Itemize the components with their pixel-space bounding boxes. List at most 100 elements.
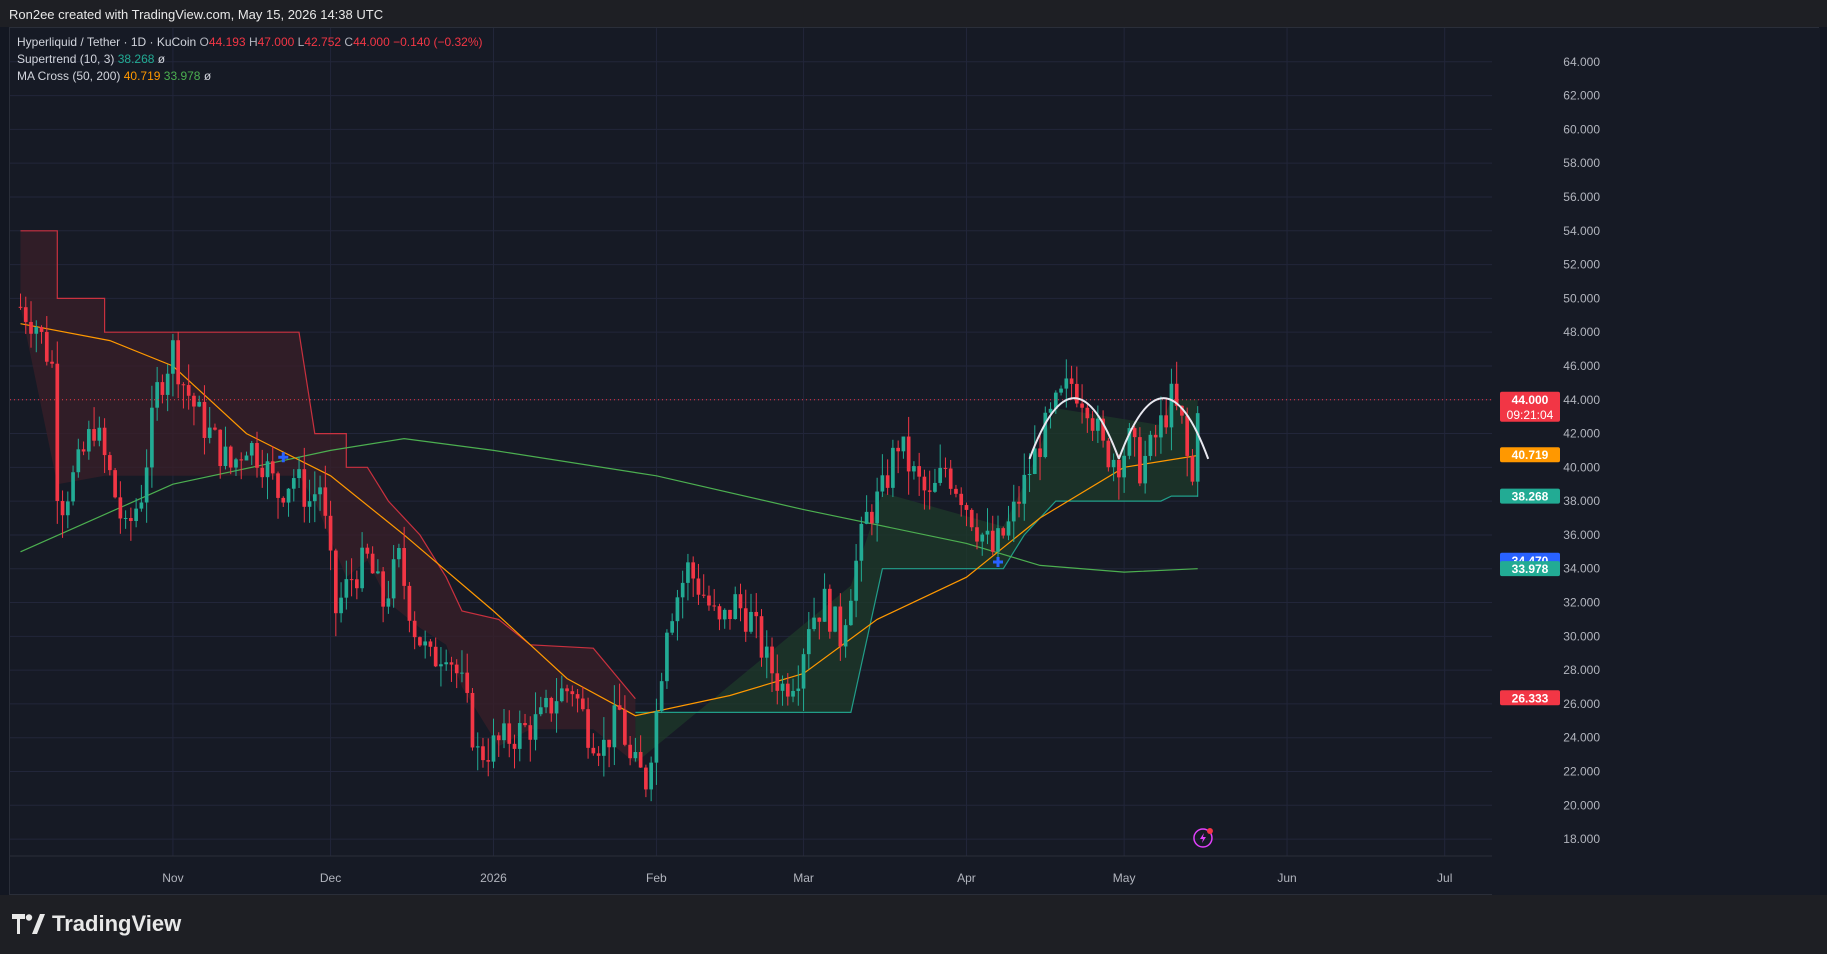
price-tick-label: 48.000 bbox=[1563, 325, 1600, 339]
price-tick-label: 28.000 bbox=[1563, 663, 1600, 677]
candle-body bbox=[1195, 413, 1200, 482]
price-tick-label: 56.000 bbox=[1563, 190, 1600, 204]
candle-body bbox=[843, 625, 848, 647]
price-tick-label: 42.000 bbox=[1563, 427, 1600, 441]
price-tick-label: 32.000 bbox=[1563, 596, 1600, 610]
candle-body bbox=[812, 617, 816, 630]
ohlc-row: Hyperliquid / Tether · 1D · KuCoin O44.1… bbox=[17, 35, 483, 49]
candle-body bbox=[328, 515, 333, 551]
candle-body bbox=[770, 646, 774, 674]
candle-body bbox=[990, 530, 995, 552]
time-tick-label: May bbox=[1113, 871, 1136, 885]
candle-body bbox=[281, 497, 286, 503]
candle-body bbox=[696, 578, 701, 595]
candle-body bbox=[722, 609, 727, 620]
candle-body bbox=[1132, 428, 1137, 438]
price-tick-label: 18.000 bbox=[1563, 832, 1600, 846]
price-label-box bbox=[1500, 690, 1560, 706]
candle-body bbox=[1032, 448, 1037, 475]
candle-body bbox=[575, 694, 580, 699]
candle-body bbox=[1111, 459, 1116, 468]
candle-body bbox=[959, 493, 964, 506]
candle-body bbox=[764, 646, 769, 658]
candle-body bbox=[192, 395, 196, 407]
candle-body bbox=[586, 709, 590, 748]
candle-body bbox=[938, 467, 943, 483]
candle-body bbox=[44, 331, 49, 362]
supertrend-bear-line bbox=[20, 230, 636, 700]
candle-body bbox=[339, 597, 343, 614]
price-tick-label: 54.000 bbox=[1563, 224, 1600, 238]
candle-body bbox=[712, 605, 717, 607]
supertrend-bull-line bbox=[635, 495, 1198, 713]
candle-body bbox=[1048, 408, 1053, 413]
candle-body bbox=[460, 672, 464, 674]
price-chart[interactable]: 64.000 62.000 60.000 58.000 56.000 54.000 52.0… bbox=[10, 28, 1820, 896]
candle-body bbox=[470, 692, 475, 748]
candle-body bbox=[444, 662, 449, 665]
ma-cross-marker bbox=[993, 556, 1003, 567]
price-tick-label: 58.000 bbox=[1563, 156, 1600, 170]
candle-body bbox=[129, 518, 133, 522]
candle-body bbox=[675, 597, 680, 622]
candle-body bbox=[228, 446, 233, 468]
candle-body bbox=[1043, 412, 1048, 458]
candle-body bbox=[917, 466, 922, 477]
candle-body bbox=[1074, 383, 1079, 404]
candle-body bbox=[512, 743, 517, 749]
candle-body bbox=[827, 588, 832, 632]
price-tick-label: 26.000 bbox=[1563, 697, 1600, 711]
ma200-line bbox=[20, 437, 1198, 573]
candle-body bbox=[870, 511, 874, 524]
candle-body bbox=[223, 446, 228, 466]
candle-body bbox=[517, 723, 522, 749]
price-tick-label: 52.000 bbox=[1563, 258, 1600, 272]
candle-body bbox=[854, 560, 858, 601]
supertrend-bull-fill bbox=[635, 399, 1198, 764]
candle-body bbox=[580, 698, 585, 710]
candle-body bbox=[1011, 501, 1016, 522]
tradingview-logo[interactable]: TradingView bbox=[12, 911, 181, 937]
ma-cross-suffix: ø bbox=[203, 69, 212, 83]
candle-body bbox=[386, 598, 391, 607]
candle-body bbox=[996, 528, 1000, 552]
candle-body bbox=[1138, 437, 1142, 484]
candle-body bbox=[1038, 448, 1042, 458]
candle-body bbox=[680, 582, 685, 598]
open-value: 44.193 bbox=[208, 35, 246, 49]
candle-body bbox=[23, 307, 28, 322]
supertrend-row[interactable]: Supertrend (10, 3) 38.268 ø bbox=[17, 51, 483, 68]
candle-body bbox=[749, 611, 753, 632]
ma-cross-row[interactable]: MA Cross (50, 200) 40.719 33.978 ø bbox=[17, 68, 483, 85]
candle-body bbox=[1106, 440, 1111, 468]
candle-body bbox=[785, 683, 790, 697]
candle-body bbox=[186, 385, 191, 396]
chart-pane[interactable]: 64.000 62.000 60.000 58.000 56.000 54.000 52.0… bbox=[9, 27, 1820, 896]
candle-body bbox=[1080, 403, 1084, 408]
candle-body bbox=[244, 455, 249, 461]
candle-body bbox=[1190, 455, 1195, 482]
candle-body bbox=[29, 321, 33, 334]
time-tick-label: Feb bbox=[646, 871, 667, 885]
candle-body bbox=[333, 550, 338, 614]
candle-body bbox=[481, 746, 485, 761]
pattern-arc bbox=[1117, 397, 1210, 460]
candle-body bbox=[1174, 383, 1179, 406]
ma200-value: 33.978 bbox=[163, 69, 201, 83]
candle-body bbox=[139, 502, 144, 509]
candle-body bbox=[591, 747, 596, 754]
symbol-title: Hyperliquid / Tether · 1D · KuCoin bbox=[17, 35, 197, 49]
candle-body bbox=[707, 595, 711, 606]
candle-body bbox=[376, 571, 380, 574]
price-tick-label: 46.000 bbox=[1563, 359, 1600, 373]
candle-body bbox=[1064, 378, 1069, 389]
price-tick-label: 40.000 bbox=[1563, 460, 1600, 474]
time-tick-label: Mar bbox=[793, 871, 814, 885]
candle-body bbox=[239, 459, 244, 461]
candle-body bbox=[1085, 407, 1090, 419]
candle-body bbox=[60, 500, 65, 516]
price-label-box bbox=[1500, 391, 1560, 422]
candle-body bbox=[975, 527, 979, 542]
candle-body bbox=[1006, 521, 1011, 536]
candle-body bbox=[202, 401, 207, 438]
